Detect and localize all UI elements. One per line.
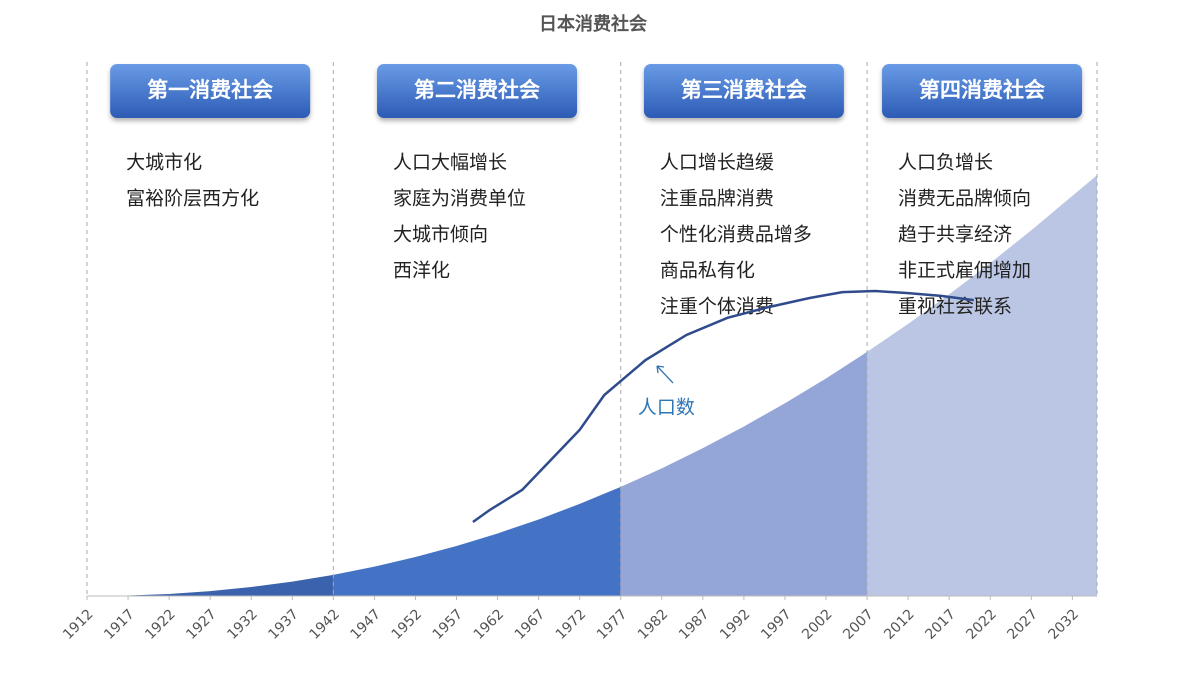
era-item: 人口增长趋缓 — [660, 152, 774, 174]
x-tick-label: 1912 — [60, 606, 97, 643]
era-item: 非正式雇佣增加 — [898, 260, 1031, 282]
area-segment — [87, 574, 334, 596]
annotation-arrow — [656, 365, 674, 384]
x-tick-label: 1977 — [594, 606, 631, 643]
era-item: 人口负增长 — [898, 152, 993, 174]
era-item: 注重品牌消费 — [660, 188, 774, 210]
era-item: 注重个体消费 — [660, 296, 774, 318]
population-line — [472, 289, 974, 524]
era-header — [643, 64, 844, 118]
era-item: 趋于共享经济 — [898, 224, 1012, 246]
x-tick-label: 2027 — [1004, 606, 1041, 643]
x-tick-label: 1932 — [224, 606, 261, 643]
era-header — [110, 64, 311, 118]
era-item: 大城市倾向 — [393, 224, 488, 246]
x-tick-label: 1992 — [717, 606, 754, 643]
x-tick-label: 1982 — [635, 606, 672, 643]
series-annotation: 人口数 — [638, 397, 695, 419]
x-tick-label: 1962 — [471, 606, 508, 643]
x-tick-label: 1917 — [101, 606, 138, 643]
x-tick-label: 1997 — [758, 606, 795, 643]
era-title: 第二消费社会 — [414, 78, 540, 102]
x-tick-label: 1937 — [265, 606, 302, 643]
x-tick-label: 2012 — [881, 606, 918, 643]
area-segment — [620, 351, 868, 596]
x-tick-label: 1987 — [676, 606, 713, 643]
x-tick-label: 1942 — [306, 606, 343, 643]
x-tick-label: 2017 — [922, 606, 959, 643]
era-title: 第三消费社会 — [681, 78, 807, 102]
era-item: 商品私有化 — [660, 260, 755, 282]
x-tick-label: 2002 — [799, 606, 836, 643]
x-tick-label: 1957 — [430, 606, 467, 643]
era-title: 第一消费社会 — [147, 78, 273, 102]
era-item: 富裕阶层西方化 — [126, 188, 259, 210]
chart-title: 日本消费社会 — [539, 13, 647, 35]
era-item: 个性化消费品增多 — [660, 224, 812, 246]
x-tick-label: 1967 — [512, 606, 549, 643]
era-header — [882, 64, 1083, 118]
era-header — [377, 64, 578, 118]
x-tick-label: 1972 — [553, 606, 590, 643]
x-tick-label: 2022 — [963, 606, 1000, 643]
era-item: 大城市化 — [126, 152, 202, 174]
era-title: 第四消费社会 — [919, 78, 1045, 102]
area-segment — [333, 486, 621, 596]
x-tick-label: 2007 — [840, 606, 877, 643]
era-item: 家庭为消费单位 — [393, 188, 526, 210]
x-tick-label: 2032 — [1046, 606, 1083, 643]
era-item: 消费无品牌倾向 — [898, 188, 1031, 210]
x-tick-label: 1922 — [142, 606, 179, 643]
x-tick-label: 1927 — [183, 606, 220, 643]
area-segment — [867, 175, 1097, 597]
x-tick-label: 1952 — [389, 606, 426, 643]
era-item: 重视社会联系 — [898, 296, 1012, 318]
era-item: 人口大幅增长 — [393, 152, 507, 174]
x-tick-label: 1947 — [348, 606, 385, 643]
era-item: 西洋化 — [393, 260, 450, 282]
